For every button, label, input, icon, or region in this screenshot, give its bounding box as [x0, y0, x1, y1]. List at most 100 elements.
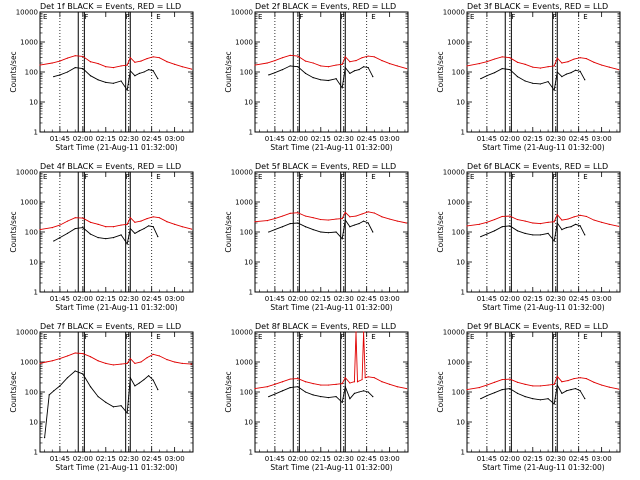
lld-data-point — [266, 62, 268, 64]
x-tick-label: 02:30 — [334, 455, 354, 463]
events-data-point — [281, 69, 284, 71]
flag-label: E — [583, 173, 587, 181]
events-data-point — [120, 234, 122, 236]
lld-data-point — [341, 383, 343, 385]
events-data-point — [97, 79, 99, 81]
x-tick-label: 02:30 — [119, 135, 139, 143]
flag-label: F — [553, 173, 557, 181]
lld-data-point — [274, 383, 276, 385]
lld-data-point — [304, 381, 307, 383]
y-tick-label: 100 — [452, 229, 465, 237]
events-data-point — [353, 392, 356, 394]
events-data-point — [89, 75, 92, 77]
plot-frame — [39, 331, 194, 453]
y-axis-label: Counts/sec — [224, 51, 233, 92]
y-tick-label: 10 — [29, 259, 38, 267]
lld-data-point — [353, 381, 356, 383]
lld-data-point — [297, 212, 299, 214]
events-data-point — [547, 398, 549, 400]
x-tick-label: 03:00 — [165, 135, 185, 143]
flag-label: F — [84, 13, 88, 21]
lld-data-point — [312, 217, 314, 219]
lld-series-line — [254, 331, 407, 390]
lld-data-point — [478, 387, 480, 389]
y-tick-label: 100 — [452, 69, 465, 77]
lld-data-point — [355, 215, 357, 217]
lld-data-point — [289, 54, 291, 56]
flag-label: E — [470, 13, 474, 21]
lld-data-point — [585, 57, 587, 60]
events-data-point — [312, 394, 314, 396]
lld-data-point — [553, 221, 555, 223]
lld-data-point — [478, 223, 480, 225]
lld-data-point — [59, 224, 61, 226]
chart-panel: Det 2f BLACK = Events, RED = LLD E F F E 1 10 1… — [224, 2, 409, 152]
flag-label: F — [84, 173, 88, 181]
events-data-point — [289, 223, 291, 225]
events-data-point — [82, 67, 84, 70]
x-axis-label: Start Time (21-Aug-11 01:32:00) — [482, 463, 604, 472]
lld-data-point — [405, 387, 408, 390]
lld-data-point — [174, 361, 176, 363]
events-data-point — [297, 222, 299, 224]
events-data-point — [570, 226, 572, 228]
x-tick-label: 01:45 — [265, 295, 285, 303]
lld-data-point — [89, 356, 92, 358]
y-tick-label: 100 — [25, 229, 38, 237]
x-axis-label: Start Time (21-Aug-11 01:32:00) — [55, 463, 177, 472]
events-data-point — [570, 72, 572, 74]
events-data-point — [367, 222, 369, 224]
events-data-point — [66, 377, 69, 379]
x-tick-label: 02:15 — [311, 455, 331, 463]
lld-data-point — [501, 56, 503, 58]
lld-data-point — [134, 61, 136, 63]
events-data-point — [74, 67, 76, 69]
lld-data-point — [547, 384, 549, 386]
lld-data-point — [356, 381, 359, 383]
lld-data-point — [573, 377, 575, 380]
events-data-point — [556, 222, 558, 224]
events-data-point — [539, 83, 542, 85]
events-data-point — [565, 73, 568, 75]
lld-data-point — [89, 221, 92, 223]
flag-label: F — [126, 333, 130, 341]
lld-data-point — [320, 218, 322, 221]
events-data-point — [341, 238, 343, 240]
lld-data-point — [367, 376, 369, 378]
events-data-point — [143, 71, 145, 73]
events-data-point — [344, 386, 346, 388]
y-tick-label: 1 — [34, 129, 38, 137]
chart-panel: Det 4f BLACK = Events, RED = LLD E F F E 1 10 1… — [9, 162, 194, 312]
events-data-point — [59, 385, 61, 387]
x-tick-label: 02:15 — [523, 455, 543, 463]
lld-series-line — [39, 352, 192, 366]
lld-data-point — [509, 57, 511, 59]
y-tick-label: 100 — [25, 69, 38, 77]
events-data-point — [312, 77, 314, 79]
x-tick-label: 02:30 — [334, 295, 354, 303]
lld-data-point — [327, 219, 330, 221]
y-tick-label: 1000 — [447, 39, 465, 47]
events-data-point — [532, 234, 534, 236]
lld-data-point — [509, 378, 511, 380]
lld-data-point — [140, 220, 142, 222]
lld-data-point — [120, 224, 122, 226]
plot-frame — [39, 11, 194, 133]
lld-data-point — [112, 226, 115, 228]
lld-data-point — [274, 59, 276, 62]
lld-data-point — [152, 216, 154, 218]
flag-label: E — [371, 13, 375, 21]
events-data-point — [148, 375, 150, 377]
events-data-point — [363, 390, 365, 392]
events-data-point — [82, 373, 84, 375]
events-data-point — [556, 384, 558, 386]
lld-data-point — [174, 63, 176, 65]
events-data-point — [129, 227, 131, 230]
lld-data-point — [396, 65, 398, 67]
lld-data-point — [51, 62, 53, 64]
lld-data-point — [254, 64, 256, 66]
plot-frame — [466, 171, 621, 293]
events-data-point — [289, 65, 291, 67]
lld-data-point — [39, 229, 41, 231]
y-tick-label: 1000 — [235, 199, 253, 207]
